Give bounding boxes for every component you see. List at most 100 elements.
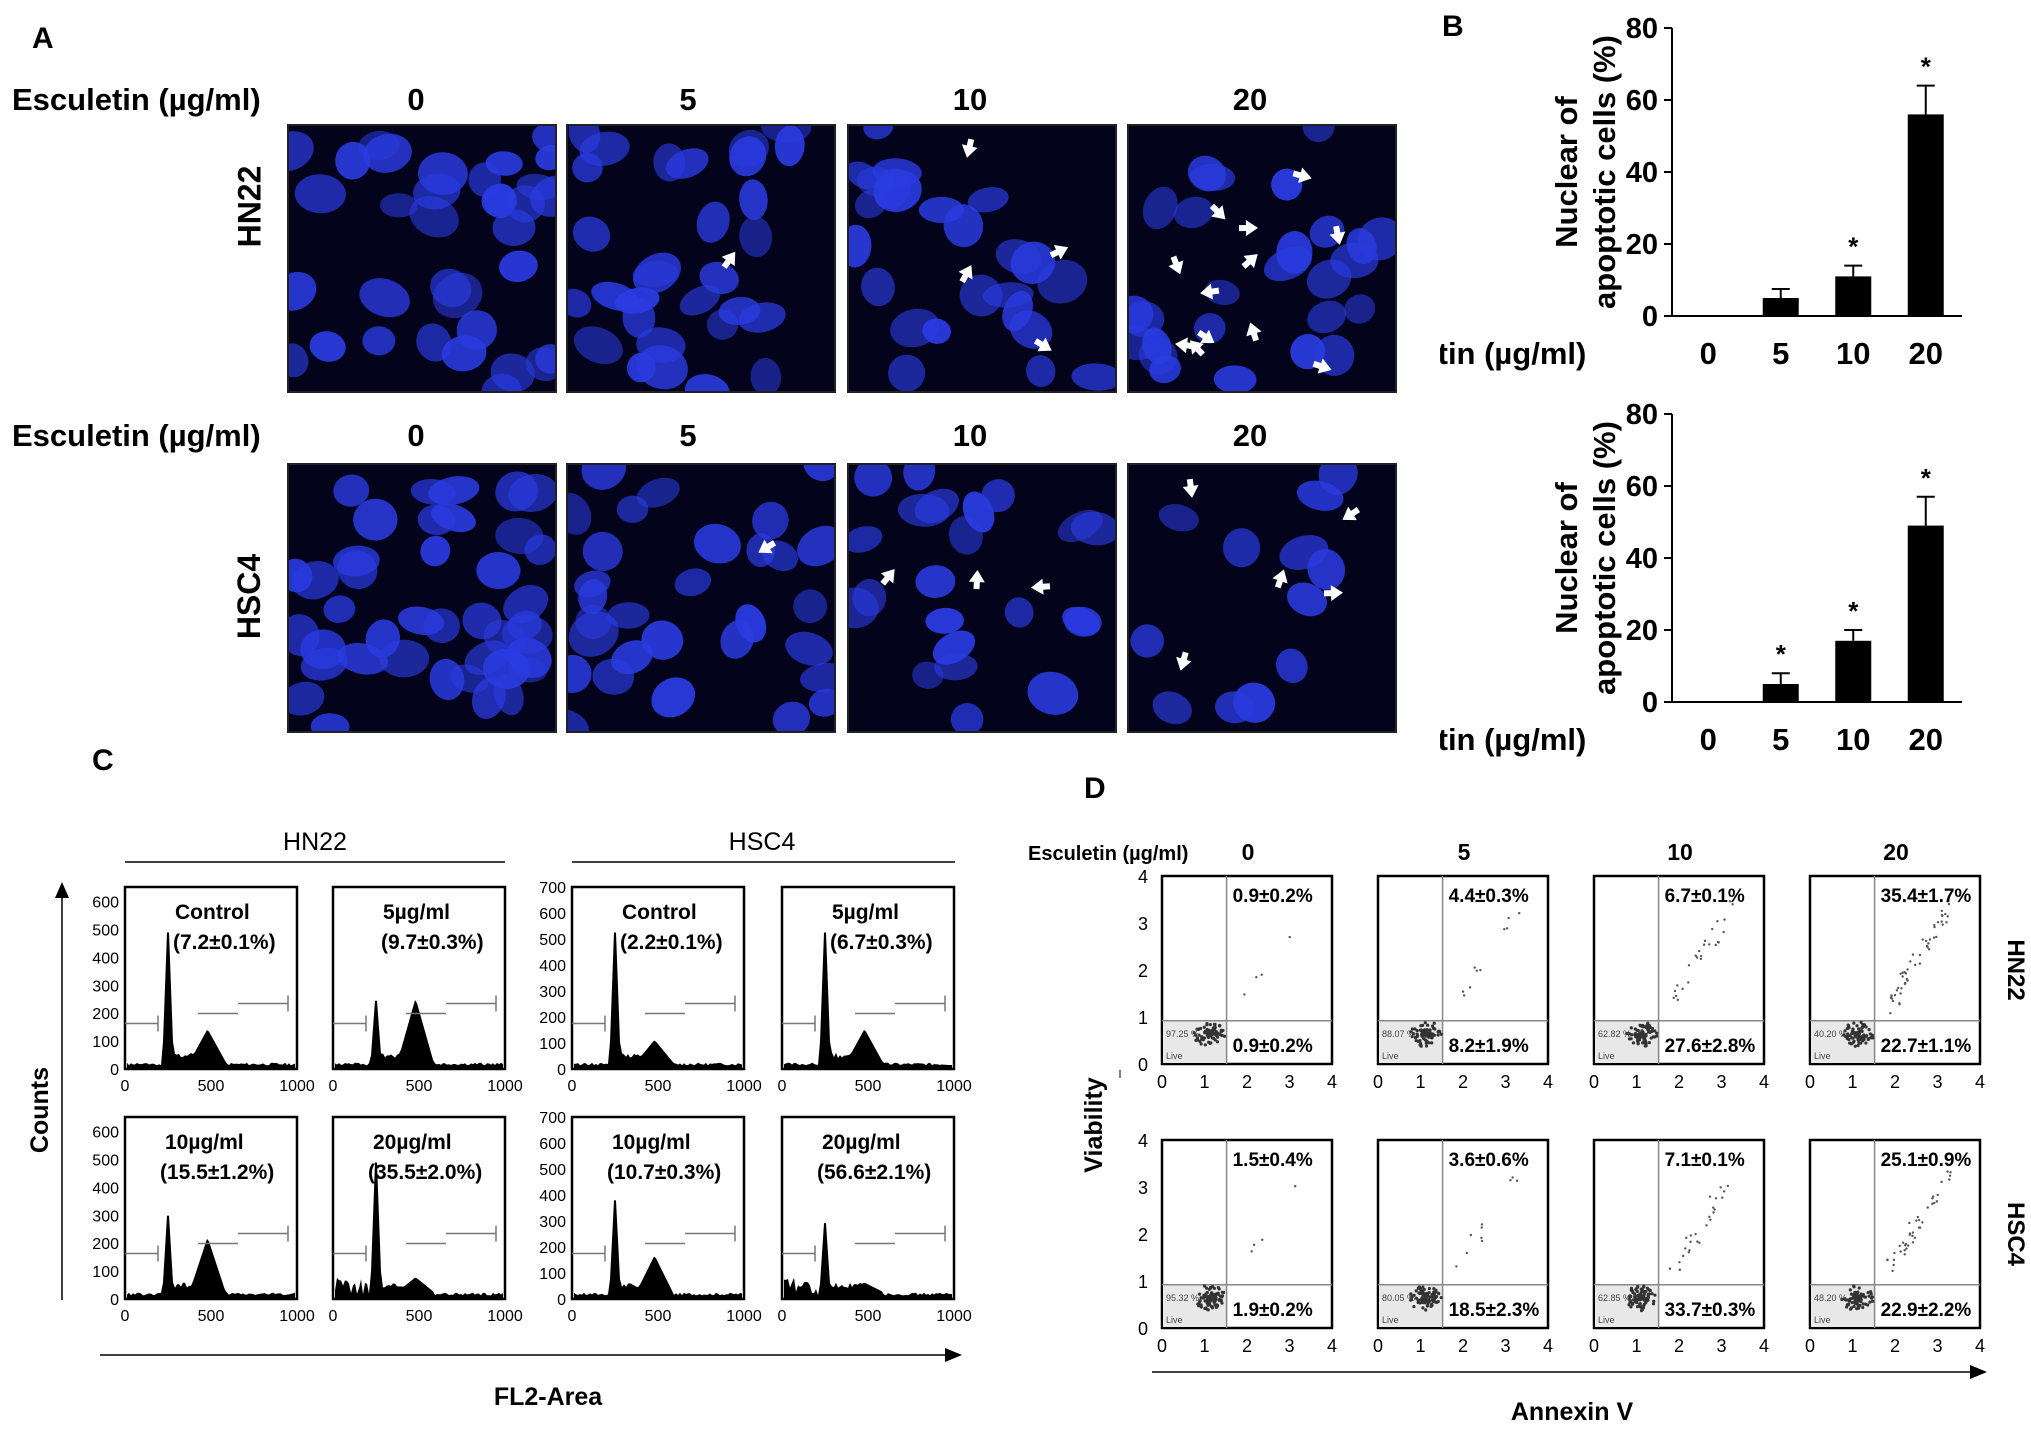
- live-percent: 88.07 %: [1382, 1029, 1415, 1039]
- event-dot: [1859, 1020, 1863, 1025]
- nucleus: [508, 473, 555, 513]
- event-dot: [1946, 900, 1949, 903]
- x-tick-label: 1: [1631, 1336, 1641, 1356]
- event-dot: [1867, 1294, 1871, 1298]
- event-dot: [1861, 1293, 1865, 1297]
- event-dot: [1856, 1296, 1860, 1300]
- event-dot: [1414, 1289, 1418, 1293]
- event-dot: [1199, 1305, 1203, 1309]
- event-dot: [1421, 1306, 1425, 1310]
- event-dot: [1916, 1215, 1920, 1219]
- event-dot: [1197, 1292, 1202, 1296]
- apoptosis-arrow-icon: [1200, 283, 1220, 300]
- event-dot: [1848, 1307, 1853, 1311]
- panel-a-treatment-label-row2: Esculetin (µg/ml): [12, 418, 261, 453]
- event-dot: [1856, 1043, 1860, 1048]
- event-dot: [1653, 1293, 1657, 1297]
- y-tick-label: 200: [92, 1006, 119, 1023]
- nucleus: [291, 560, 339, 600]
- event-dot: [1863, 1295, 1867, 1299]
- nucleus: [1286, 582, 1328, 617]
- event-dot: [1423, 1021, 1427, 1025]
- lower-right-percent: 1.9±0.2%: [1233, 1300, 1313, 1321]
- y-tick-label: 200: [539, 1010, 566, 1027]
- panel-letter-a: A: [32, 22, 54, 55]
- event-dot: [1409, 1298, 1413, 1302]
- nucleus: [353, 498, 398, 541]
- annexin-scatter-plot: 0 1 2 3 4 6.7±0.1% 27.6±2.8% 62.82 % Live: [1589, 874, 1769, 1092]
- event-dot: [1681, 1254, 1685, 1258]
- event-dot: [1204, 1286, 1209, 1290]
- nucleus: [581, 465, 627, 490]
- event-dot: [1638, 1302, 1642, 1306]
- y-tick-label: 0: [1138, 1055, 1148, 1075]
- event-dot: [1895, 989, 1899, 992]
- event-dot: [1431, 1026, 1436, 1030]
- event-dot: [1702, 943, 1706, 946]
- event-dot: [1428, 1028, 1432, 1032]
- y-tick-label: 400: [539, 958, 566, 975]
- nucleus: [379, 193, 418, 218]
- y-tick-label: 0: [110, 1062, 119, 1079]
- x-tick-label: 4: [1327, 1336, 1337, 1356]
- x-tick-label: 0: [329, 1078, 338, 1095]
- nucleus: [431, 503, 476, 533]
- event-dot: [1417, 1298, 1421, 1302]
- event-dot: [1294, 1184, 1297, 1188]
- nucleus: [410, 478, 456, 505]
- live-percent: 48.20 %: [1814, 1293, 1847, 1303]
- event-dot: [1646, 1021, 1650, 1025]
- live-percent: 40.20 %: [1814, 1029, 1847, 1039]
- event-dot: [1860, 1029, 1864, 1033]
- event-dot: [1208, 1023, 1212, 1027]
- nucleus: [665, 148, 709, 179]
- group-label-hsc4: HSC4: [729, 828, 796, 856]
- nucleus: [793, 589, 828, 624]
- event-dot: [1644, 1289, 1648, 1293]
- apoptosis-arrow-icon: [1033, 337, 1052, 352]
- nucleus: [799, 662, 834, 692]
- event-dot: [1918, 962, 1922, 965]
- event-dot: [1917, 1218, 1921, 1222]
- event-dot: [1864, 1302, 1868, 1306]
- y-tick-label: 2: [1138, 961, 1148, 981]
- x-tick-label: 1: [1415, 1072, 1425, 1092]
- nucleus: [337, 642, 388, 675]
- event-dot: [1637, 1297, 1642, 1302]
- event-dot: [1651, 1035, 1655, 1039]
- micrograph-hn22-dose-0: [287, 124, 557, 393]
- event-dot: [1426, 1023, 1430, 1027]
- event-dot: [1918, 953, 1922, 957]
- event-dot: [1852, 1304, 1856, 1308]
- event-dot: [1853, 1293, 1857, 1297]
- nucleus: [750, 357, 782, 391]
- y-tick-label: 0: [557, 1062, 566, 1079]
- live-tag: Live: [1166, 1051, 1183, 1061]
- event-dot: [1436, 1291, 1440, 1295]
- panel-a-cell-line-hsc4: HSC4: [231, 553, 268, 639]
- bar: [1907, 525, 1944, 702]
- x-tick-label: 1: [1199, 1072, 1209, 1092]
- event-dot: [1640, 1034, 1644, 1038]
- histogram-area: [574, 932, 742, 1069]
- event-dot: [1716, 919, 1719, 923]
- nucleus: [568, 611, 619, 657]
- event-dot: [1948, 1178, 1951, 1181]
- y-tick-label: 4: [1138, 1131, 1148, 1151]
- event-dot: [1678, 1268, 1682, 1271]
- lower-right-percent: 33.7±0.3%: [1665, 1300, 1756, 1321]
- x-axis-label: Esculetin (µg/ml): [1440, 722, 1586, 757]
- event-dot: [1712, 1206, 1715, 1209]
- apoptosis-arrow-icon: [958, 265, 973, 284]
- x-tick-label: 0: [778, 1308, 787, 1325]
- event-dot: [1424, 1308, 1428, 1312]
- event-dot: [1461, 990, 1465, 993]
- event-dot: [1867, 1028, 1871, 1032]
- nucleus: [1057, 509, 1103, 543]
- event-dot: [1909, 960, 1912, 963]
- y-tick-label: 700: [539, 880, 566, 897]
- nucleus: [950, 703, 984, 731]
- event-dot: [1218, 1023, 1222, 1028]
- event-dot: [1436, 1299, 1440, 1304]
- event-dot: [1208, 1302, 1212, 1306]
